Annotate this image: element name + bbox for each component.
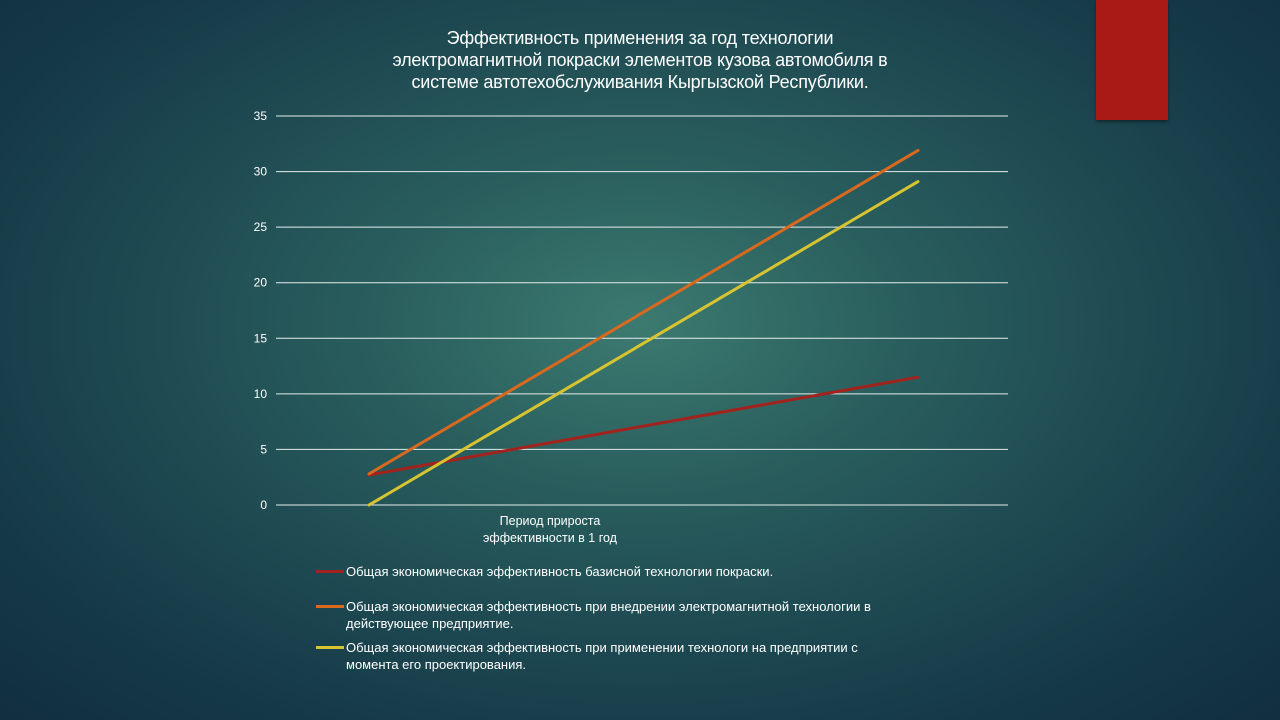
series-line-electromagnetic-design — [367, 180, 920, 507]
legend-item-electromagnetic-design: Общая экономическая эффективность при пр… — [316, 639, 996, 673]
chart-title-line-2: электромагнитной покраски элементов кузо… — [392, 50, 888, 70]
y-tick-label: 35 — [254, 109, 268, 123]
y-tick-label: 20 — [254, 276, 268, 290]
legend-label-basic: Общая экономическая эффективность базисн… — [346, 564, 774, 579]
legend-swatch-design — [316, 646, 344, 649]
y-tick-label: 30 — [254, 165, 268, 179]
x-axis-category-label: Период прироста эффективности в 1 год — [440, 513, 660, 547]
chart-title: Эффективность применения за год технолог… — [290, 27, 990, 93]
y-tick-label: 10 — [254, 387, 268, 401]
series-line-electromagnetic-existing — [367, 148, 920, 476]
y-axis-tick-labels: 0 5 10 15 20 25 30 35 — [254, 109, 268, 512]
legend-label-existing-line-1: Общая экономическая эффективность при вн… — [346, 599, 871, 614]
y-tick-label: 15 — [254, 331, 268, 345]
chart-title-line-1: Эффективность применения за год технолог… — [446, 28, 834, 48]
chart-legend: Общая экономическая эффективность базисн… — [316, 563, 996, 673]
y-tick-label: 0 — [260, 498, 267, 512]
legend-label-design-line-2: момента его проектирования. — [346, 657, 527, 672]
red-accent-rectangle — [1096, 0, 1168, 120]
legend-swatch-existing — [316, 605, 344, 608]
series-lines — [367, 148, 920, 507]
x-category-line-2: эффективности в 1 год — [483, 531, 617, 545]
legend-item-electromagnetic-existing: Общая экономическая эффективность при вн… — [316, 598, 996, 632]
y-tick-label: 5 — [260, 442, 267, 456]
legend-label-design-line-1: Общая экономическая эффективность при пр… — [346, 640, 858, 655]
series-line-basic-technology — [367, 375, 920, 477]
y-tick-label: 25 — [254, 220, 268, 234]
legend-item-basic-technology: Общая экономическая эффективность базисн… — [316, 563, 996, 580]
x-category-line-1: Период прироста — [499, 514, 601, 528]
legend-label-existing-line-2: действующее предприятие. — [346, 616, 514, 631]
legend-swatch-basic — [316, 570, 344, 573]
chart-title-line-3: системе автотехобслуживания Кыргызской Р… — [411, 72, 869, 92]
gridlines — [276, 115, 1008, 506]
